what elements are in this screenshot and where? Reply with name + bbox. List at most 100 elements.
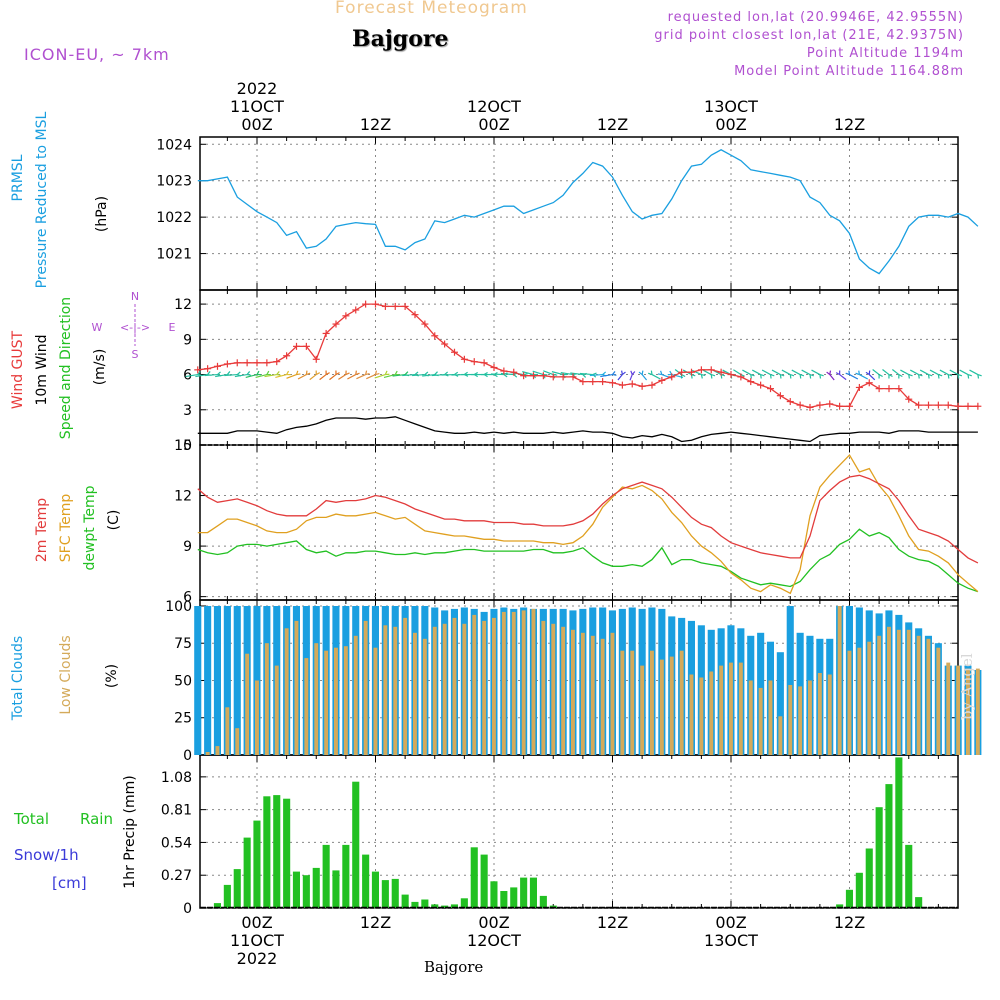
- low-cloud-bar: [630, 650, 635, 755]
- wind-gust-marker: [539, 372, 547, 380]
- wind-gust-marker: [223, 360, 231, 368]
- wind-barb-head: [819, 374, 822, 379]
- temp-dewpt-label: dewpt Temp: [82, 485, 98, 570]
- compass-west: W: [92, 321, 103, 334]
- wind-gust-marker: [915, 401, 923, 409]
- precip-ytick-label: 0: [183, 901, 192, 917]
- low-cloud-bar: [620, 650, 625, 755]
- wind-barb-shaft: [245, 373, 258, 379]
- low-cloud-bar: [926, 638, 931, 756]
- wind-barb-head: [858, 370, 860, 375]
- wind-gust-marker: [431, 332, 439, 340]
- pressure-unit: (hPa): [94, 196, 110, 232]
- low-cloud-bar: [916, 635, 921, 755]
- wind-gust-marker: [470, 358, 478, 366]
- wind-barb-shaft: [500, 372, 514, 376]
- rain-bar: [342, 844, 350, 908]
- credit-watermark: by Angel: [958, 653, 976, 720]
- rain-bar: [470, 847, 478, 908]
- wind-barb-head: [621, 371, 626, 376]
- wind-barb-head: [375, 372, 380, 376]
- wind-gust-marker: [836, 402, 844, 410]
- precip-rain-label-total: Total: [13, 810, 49, 828]
- wind-barb: [309, 370, 321, 381]
- footer-location: Bajgore: [424, 958, 484, 976]
- wind-barb-shaft: [356, 373, 366, 380]
- wind-gust-marker: [855, 383, 863, 391]
- rain-bar: [529, 877, 537, 908]
- wind-barb: [629, 370, 636, 381]
- wind-gust-marker: [253, 359, 261, 367]
- compass-arrow: <-|->: [120, 321, 150, 334]
- wind-barb: [909, 369, 923, 379]
- wind-barb-shaft: [560, 371, 574, 376]
- wind-gust-marker: [628, 380, 636, 388]
- wind-barb-shaft: [791, 369, 801, 376]
- wind-barb: [383, 370, 400, 379]
- wind-barb-head: [335, 372, 340, 376]
- total-cloud-bar: [204, 606, 212, 755]
- wind-gust-marker: [796, 401, 804, 409]
- wind-barb-shaft: [892, 369, 900, 376]
- low-cloud-bar: [896, 629, 901, 755]
- pressure-label-msl: Pressure Reduced to MSL: [34, 111, 50, 288]
- total-cloud-bar: [223, 606, 231, 755]
- wind-barb: [600, 371, 617, 378]
- low-cloud-bar: [413, 632, 417, 755]
- rain-bar: [520, 877, 528, 908]
- pressure-ytick-label: 1024: [156, 137, 192, 153]
- wind-gust-marker: [204, 365, 212, 373]
- precip-axis-label: 1hr Precip (mm): [122, 775, 138, 888]
- wind-gust-marker: [747, 378, 755, 386]
- wind-barb-head: [977, 374, 980, 379]
- low-cloud-bar: [650, 650, 654, 755]
- bottom-time-label: 12Z: [597, 913, 628, 932]
- low-cloud-bar: [422, 638, 427, 756]
- wind-barb-shaft: [570, 372, 583, 376]
- wind-gust-marker: [302, 342, 310, 350]
- rain-bar: [263, 796, 271, 908]
- wind-gust-marker: [530, 372, 537, 380]
- pressure-label-prmsl: PRMSL: [10, 154, 26, 201]
- wind-barb-head: [306, 372, 311, 376]
- low-cloud-bar: [788, 685, 793, 755]
- wind-gust-marker: [490, 364, 498, 371]
- wind-barb: [245, 370, 262, 379]
- rain-bar: [371, 871, 379, 908]
- wind-barb-shaft: [771, 369, 781, 376]
- temperature-ytick-label: 6: [183, 590, 192, 606]
- wind-barb: [638, 370, 648, 381]
- wind-barb: [702, 369, 716, 379]
- rain-bar: [905, 844, 913, 908]
- low-cloud-bar: [383, 625, 388, 755]
- wind-barb-shaft: [309, 374, 317, 381]
- wind-barb: [791, 369, 805, 379]
- wind-barb-shaft: [319, 374, 327, 381]
- wind-barb-shaft: [543, 370, 554, 376]
- precip-snow-unit: [cm]: [52, 874, 87, 892]
- top-time-label: 12OCT: [467, 97, 521, 116]
- low-cloud-bar: [689, 674, 694, 755]
- wind-barb-head: [750, 374, 752, 379]
- wind-barb: [761, 369, 775, 379]
- wind-barb-shaft: [959, 369, 969, 376]
- wind-barb-shaft: [781, 369, 791, 376]
- wind-barb-head: [937, 374, 940, 379]
- low-cloud-bar: [353, 635, 358, 755]
- point-altitude: Point Altitude 1194m: [806, 46, 964, 61]
- wind-barb-shaft: [347, 374, 357, 380]
- wind-barb: [617, 370, 626, 381]
- rain-bar: [233, 869, 241, 908]
- pressure-ytick-label: 1022: [156, 210, 192, 226]
- low-cloud-bar: [867, 641, 872, 755]
- wind-gust-marker: [688, 368, 695, 376]
- wind-gust-marker: [816, 401, 824, 409]
- wind-barb-shaft: [617, 374, 623, 381]
- wind-gust-marker: [757, 381, 765, 389]
- wind-speed-line: [197, 416, 978, 443]
- wind-barb-shaft: [900, 369, 910, 376]
- low-cloud-bar: [748, 680, 753, 755]
- wind-barb-head: [769, 374, 772, 379]
- compass-east: E: [169, 321, 176, 334]
- wind-barb-shaft: [204, 373, 218, 377]
